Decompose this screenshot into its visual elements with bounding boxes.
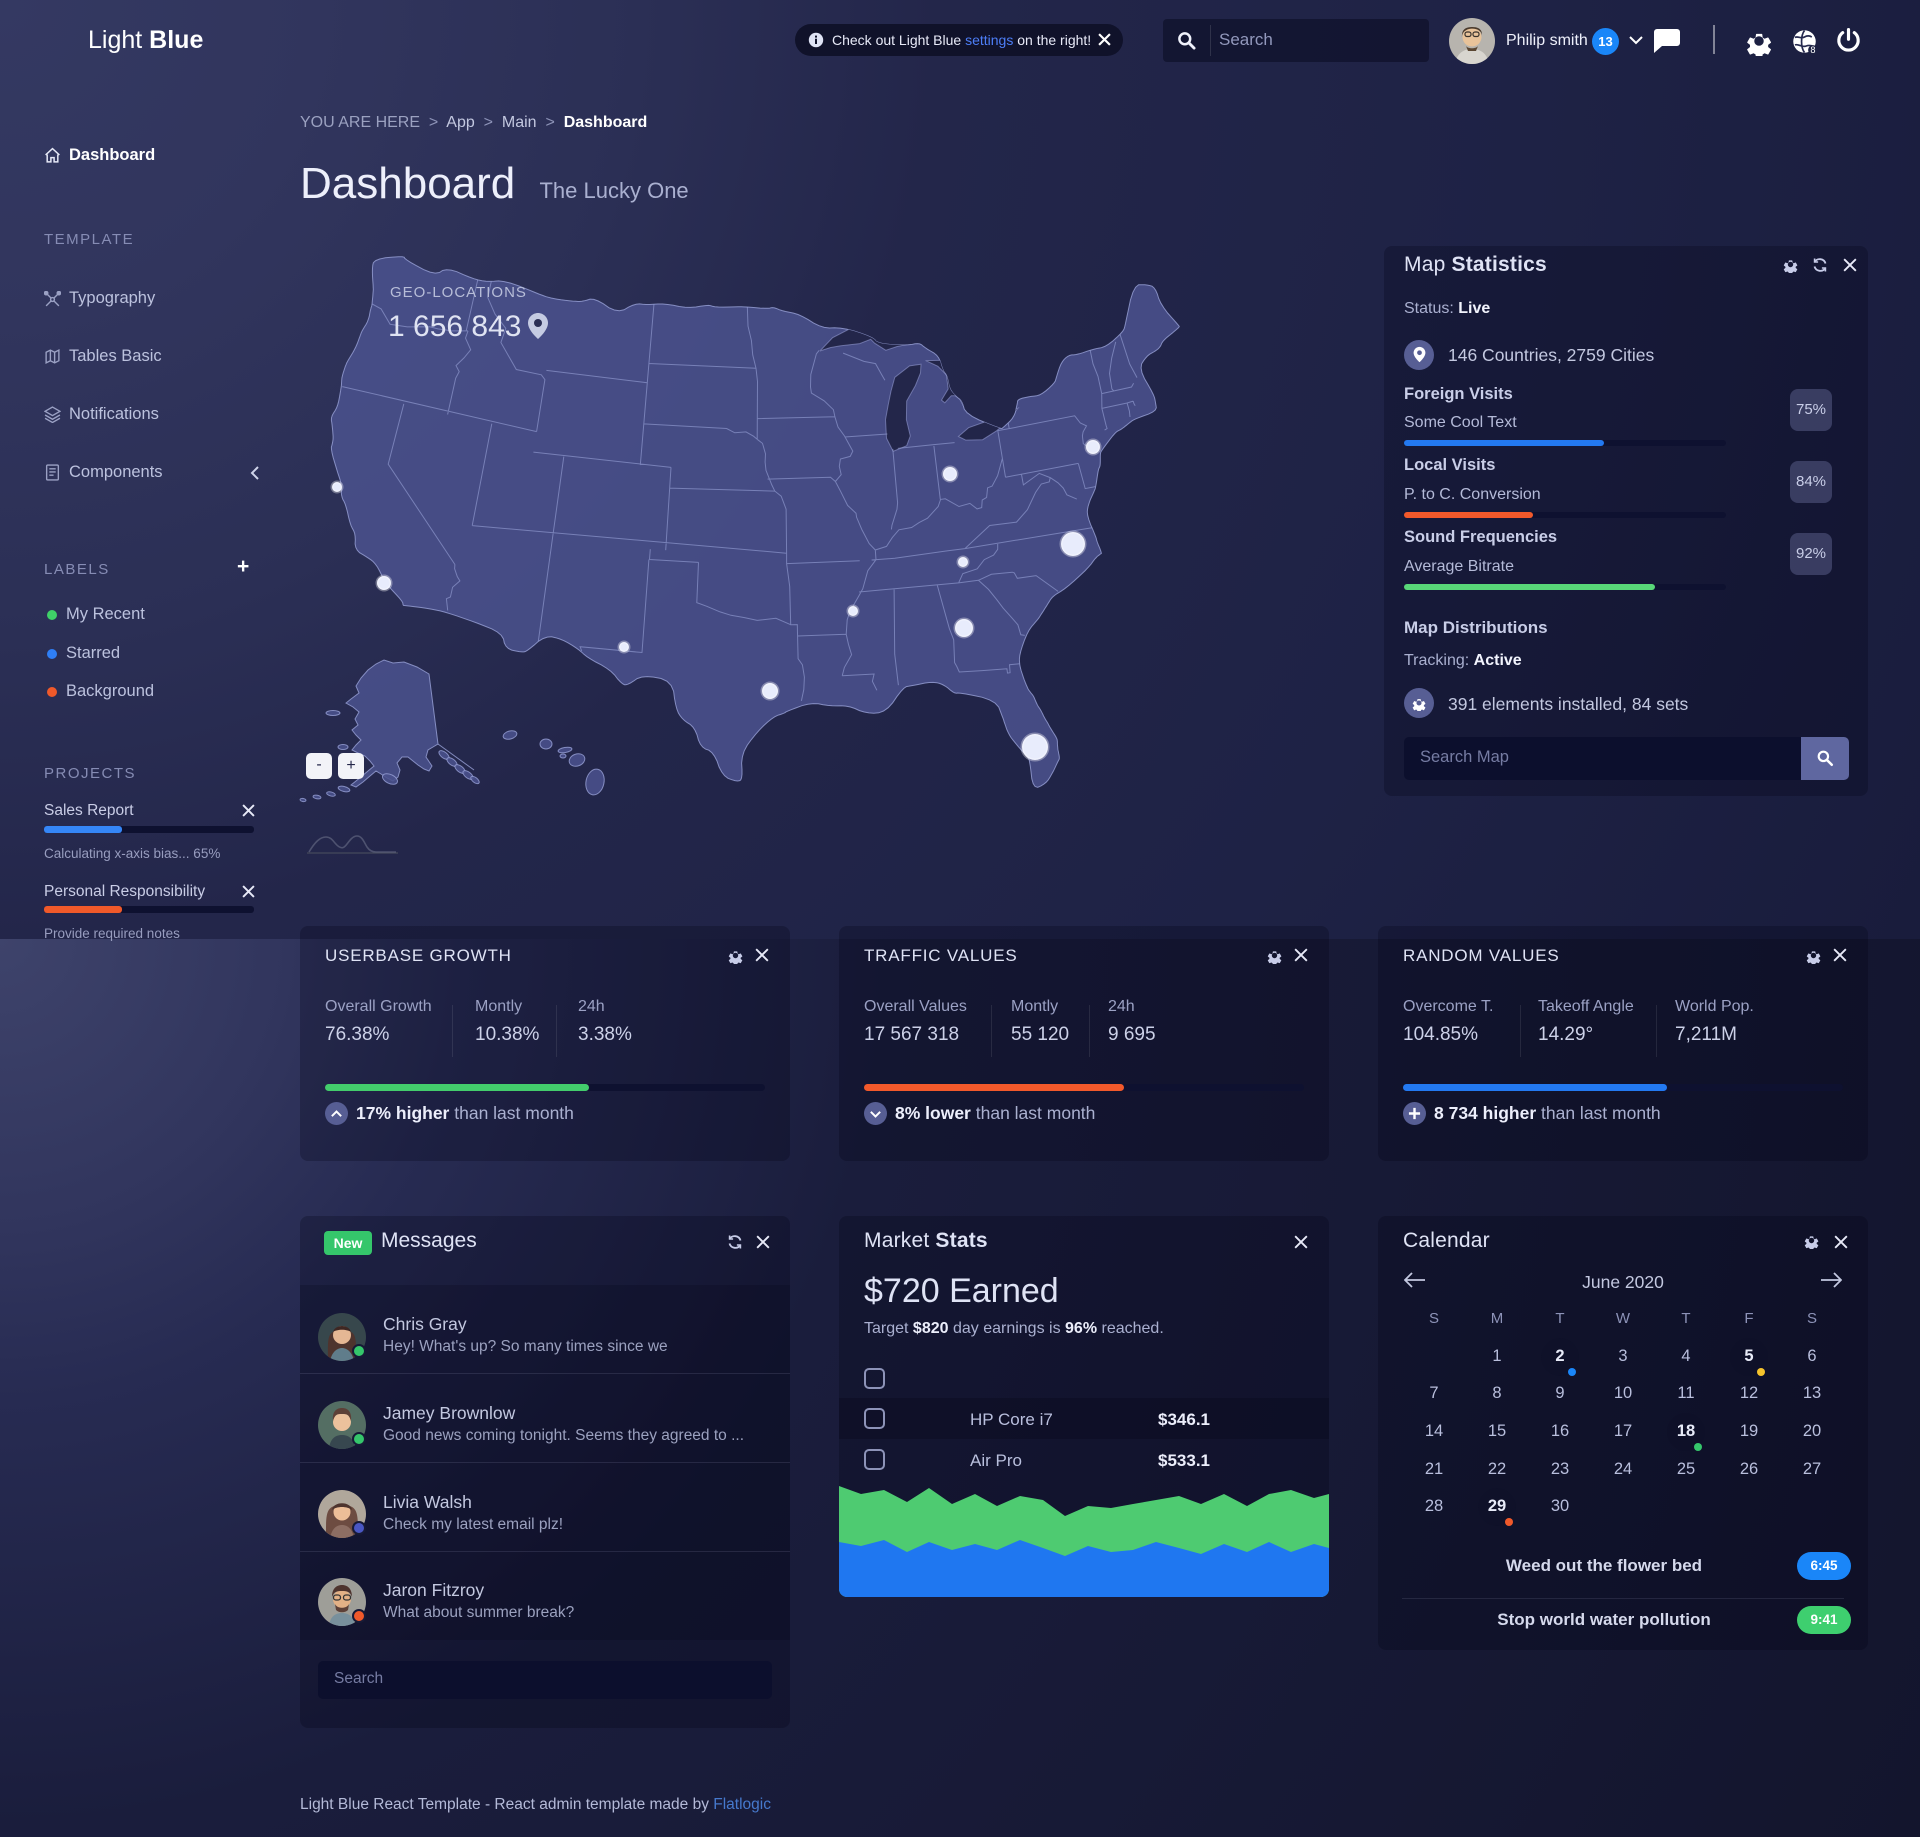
svg-text:8: 8 <box>1810 45 1815 55</box>
